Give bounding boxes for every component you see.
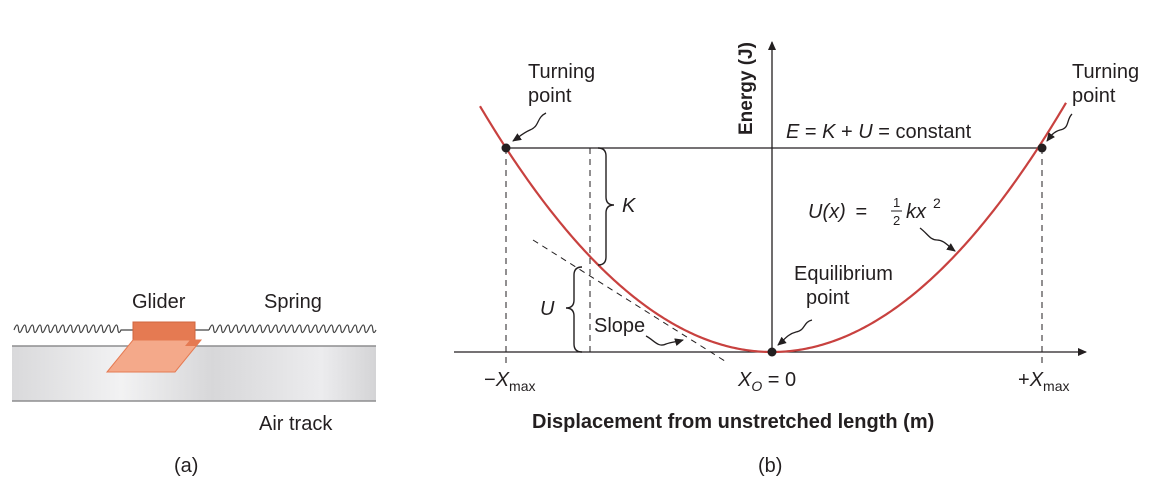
y-axis-label: Energy (J) xyxy=(736,42,757,135)
kinetic-energy-brace xyxy=(597,147,615,266)
pointer-equilibrium xyxy=(777,319,813,346)
tick-label-origin: XO = 0 xyxy=(737,369,796,394)
panel-a: Glider Spring Air track (a) xyxy=(12,291,377,477)
potential-equation-denominator: 2 xyxy=(893,213,900,228)
glider-label: Glider xyxy=(132,291,186,313)
potential-equation-exponent: 2 xyxy=(933,195,941,211)
air-track xyxy=(12,346,376,401)
glider-base xyxy=(105,339,203,373)
glider-shade xyxy=(185,340,201,346)
potential-equation-numerator: 1 xyxy=(893,195,900,210)
potential-equation-lhs: U(x) xyxy=(808,201,846,223)
tick-label-left-max: −Xmax xyxy=(484,369,535,394)
turning-point-right-dot xyxy=(1037,143,1047,153)
pointer-turning-right xyxy=(1046,113,1073,142)
tick-label-right-max: +Xmax xyxy=(1018,369,1069,394)
spring-label: Spring xyxy=(264,291,322,313)
kinetic-energy-label: K xyxy=(622,195,637,217)
pointer-potential-curve xyxy=(919,227,956,252)
caption-a: (a) xyxy=(174,455,198,477)
equilibrium-label: Equilibrium point xyxy=(794,263,899,309)
potential-equation: U(x) = 1 2 kx 2 xyxy=(808,195,941,228)
tangent-slope-line xyxy=(532,239,729,364)
potential-energy-brace xyxy=(565,266,583,353)
potential-energy-label: U xyxy=(540,298,555,320)
spring-right xyxy=(195,324,377,334)
air-track-label: Air track xyxy=(259,413,333,435)
turning-point-left-label: Turning point xyxy=(528,61,601,107)
caption-b: (b) xyxy=(758,455,782,477)
glider-body xyxy=(132,321,196,341)
potential-equation-equals: = xyxy=(850,201,873,223)
panel-b: Turning point Turning point Energy (J) E… xyxy=(454,41,1145,477)
slope-label: Slope xyxy=(594,315,645,337)
potential-energy-curve xyxy=(479,102,1067,354)
turning-point-left-dot xyxy=(501,143,511,153)
x-axis-label: Displacement from unstretched length (m) xyxy=(532,411,934,433)
turning-point-right-label: Turning point xyxy=(1072,61,1145,107)
energy-equation: E = K + U = constant xyxy=(786,121,972,143)
equilibrium-point-dot xyxy=(767,347,777,357)
pointer-slope xyxy=(645,335,684,347)
potential-equation-kx: kx xyxy=(906,201,927,223)
pointer-turning-left xyxy=(512,112,547,142)
spring-left xyxy=(13,324,133,334)
